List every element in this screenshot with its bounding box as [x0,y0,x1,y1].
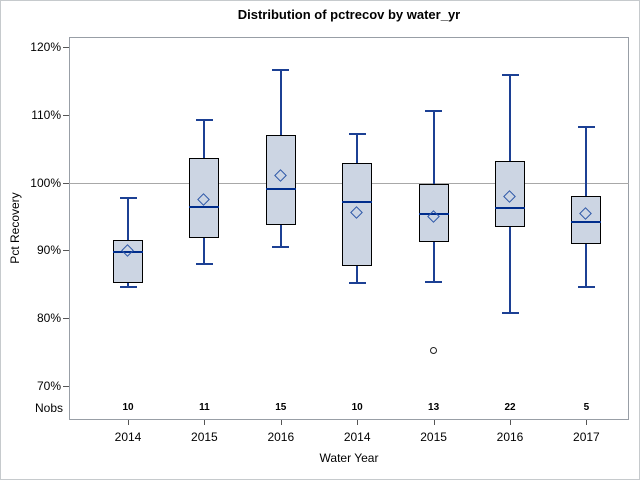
x-tick-mark [357,420,359,425]
nobs-value: 22 [504,402,516,413]
whisker-cap-low [195,262,213,265]
x-axis-title: Water Year [319,451,379,465]
box-iqr [113,240,143,283]
y-tick-label: 120% [30,40,61,54]
x-category-label: 2015 [420,430,447,444]
median-line [418,212,449,215]
whisker-cap-low [119,286,137,288]
x-tick-mark [280,420,282,425]
y-tick-mark [63,115,69,116]
whisker-cap-high [195,119,213,122]
median-line [342,201,373,204]
y-tick-mark [63,183,69,184]
box-iqr [189,157,220,238]
whisker-cap-low [272,246,290,248]
x-tick-mark [128,420,129,425]
x-tick-mark [510,420,511,425]
y-tick-mark [63,47,69,48]
nobs-value: 5 [583,402,590,413]
nobs-value: 15 [275,402,287,413]
y-tick-label: 80% [36,311,61,325]
whisker-cap-high [577,126,595,128]
whisker-cap-high [501,74,519,77]
x-tick-mark [586,420,588,425]
whisker-cap-high [348,133,366,136]
nobs-row-label: Nobs [34,401,63,415]
median-line [571,220,602,223]
x-category-label: 2015 [191,430,218,444]
box-iqr [571,196,602,245]
nobs-value: 11 [199,402,210,413]
nobs-value: 10 [351,402,363,413]
nobs-value: 10 [122,402,134,413]
y-tick-label: 110% [31,108,61,122]
whisker-cap-high [272,69,290,72]
whisker-cap-high [425,109,443,112]
x-tick-mark [204,420,206,425]
box-iqr [265,135,296,225]
median-line [189,206,220,208]
whisker-cap-low [425,281,443,284]
outlier-marker [429,346,437,354]
whisker-cap-high [119,196,137,199]
x-category-label: 2014 [114,430,142,444]
y-tick-mark [63,318,69,319]
y-tick-label: 100% [30,176,61,190]
whisker-cap-low [348,281,366,284]
x-category-label: 2016 [267,430,295,444]
box-iqr [342,162,373,266]
whisker-cap-low [577,286,595,288]
y-tick-mark [63,386,69,387]
nobs-value: 13 [428,402,440,413]
chart-title: Distribution of pctrecov by water_yr [237,7,461,22]
median-line [265,187,296,190]
box-iqr [495,160,525,227]
whisker-cap-low [501,311,519,314]
median-line [113,251,143,254]
x-category-label: 2014 [343,430,371,444]
y-tick-label: 90% [36,243,61,257]
median-line [495,206,525,209]
y-tick-mark [63,250,69,251]
x-category-label: 2017 [573,430,600,444]
x-tick-mark [433,420,435,425]
x-category-label: 2016 [496,430,524,444]
y-tick-label: 70% [36,379,61,393]
